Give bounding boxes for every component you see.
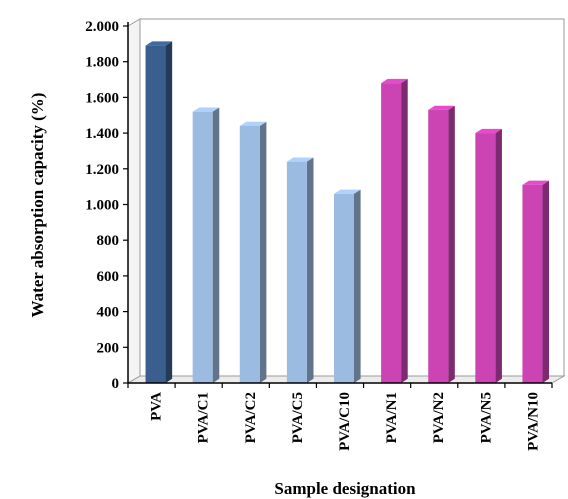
bar-side <box>165 41 173 384</box>
y-tick-label: 0 <box>112 376 120 392</box>
side-wall <box>127 18 141 384</box>
bar-side <box>306 157 314 383</box>
x-tick-label: PVA/N5 <box>478 392 494 443</box>
x-tick-label: PVA/N10 <box>525 392 541 451</box>
bar-front <box>428 109 449 384</box>
y-tick-label: 2.000 <box>85 19 119 35</box>
y-tick-label: 1.800 <box>85 55 119 71</box>
bar-side <box>212 107 220 383</box>
bar-pva-c1 <box>192 107 220 384</box>
y-axis-title: Water absorption capacity (%) <box>28 93 47 318</box>
y-tick-label: 600 <box>97 269 120 285</box>
bar-front <box>475 133 496 383</box>
x-tick-label: PVA/C2 <box>243 392 259 443</box>
bar-front <box>522 184 543 383</box>
bar-top <box>286 157 314 162</box>
bar-top <box>192 107 220 112</box>
bar-top <box>145 41 173 46</box>
bar-top <box>475 128 502 134</box>
y-tick-label: 400 <box>97 305 120 321</box>
y-tick-label: 800 <box>97 233 120 249</box>
bar-pva-c10 <box>334 189 361 383</box>
bar-side <box>259 121 267 383</box>
bar-top <box>334 189 361 194</box>
bar-front <box>145 45 166 383</box>
bar-side <box>401 78 408 384</box>
y-tick-label: 1.000 <box>85 198 119 214</box>
bar-top <box>239 121 267 126</box>
bar-side <box>354 189 361 383</box>
bar-side <box>448 105 455 383</box>
bar-pva-n1 <box>381 78 408 384</box>
bar-top <box>522 180 550 185</box>
x-tick-label: PVA/C1 <box>196 392 212 443</box>
bar-front <box>334 193 354 383</box>
x-tick-label: PVA <box>149 392 165 421</box>
x-tick-label: PVA/N1 <box>384 392 400 443</box>
y-tick-label: 1.200 <box>85 162 119 178</box>
bar-top <box>428 105 455 110</box>
bar-pva-n5 <box>475 128 502 383</box>
bar-pva-n2 <box>428 105 455 384</box>
x-tick-label: PVA/C10 <box>337 392 353 451</box>
bar-front <box>381 83 402 384</box>
bar-pva-n10 <box>522 180 550 383</box>
y-tick-label: 200 <box>97 340 120 356</box>
bar-front <box>192 111 213 384</box>
bar-pva-c5 <box>286 157 314 383</box>
x-tick-label: PVA/C5 <box>290 392 306 443</box>
bar-top <box>381 78 408 84</box>
y-tick-label: 1.400 <box>85 126 119 142</box>
bar-front <box>239 125 260 384</box>
bar-front <box>286 161 307 383</box>
x-tick-label: PVA/N2 <box>431 392 447 443</box>
bar-pva-c2 <box>239 121 267 384</box>
bar-pva <box>145 41 173 384</box>
x-axis-title: Sample designation <box>274 479 416 498</box>
bar-side <box>495 128 502 383</box>
y-tick-label: 1.600 <box>85 90 119 106</box>
bar-side <box>542 180 550 383</box>
